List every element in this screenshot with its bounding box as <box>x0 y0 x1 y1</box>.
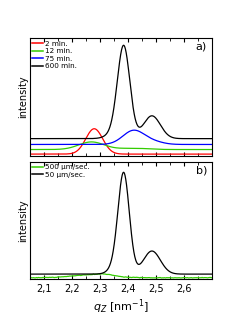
Y-axis label: intensity: intensity <box>18 199 28 242</box>
Legend: 2 min., 12 min., 75 min., 600 min.: 2 min., 12 min., 75 min., 600 min. <box>32 40 78 70</box>
Text: a): a) <box>196 41 207 51</box>
X-axis label: $q_Z$ [nm$^{-1}$]: $q_Z$ [nm$^{-1}$] <box>93 297 149 314</box>
Y-axis label: intensity: intensity <box>18 75 28 118</box>
Legend: 500 μm/sec., 50 μm/sec.: 500 μm/sec., 50 μm/sec. <box>32 164 91 179</box>
Text: b): b) <box>196 165 207 175</box>
